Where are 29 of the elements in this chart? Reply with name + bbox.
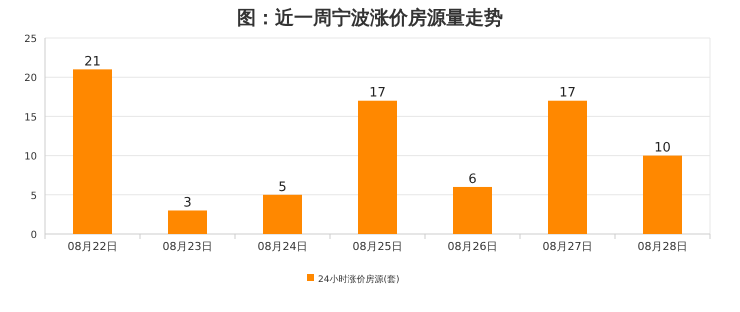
bar [548, 100, 587, 234]
data-label: 10 [654, 140, 671, 156]
y-tick-label: 20 [24, 73, 37, 84]
data-label: 3 [183, 195, 192, 210]
data-label: 21 [84, 54, 101, 70]
bar [73, 69, 112, 234]
x-tick-label: 08月25日 [352, 240, 402, 253]
legend-label: 24小时涨价房源(套) [318, 274, 400, 285]
y-tick-label: 25 [24, 34, 37, 45]
y-tick-label: 10 [24, 152, 37, 163]
bar [453, 186, 492, 234]
chart-title: 图：近一周宁波涨价房源量走势 [237, 7, 503, 29]
y-tick-label: 5 [30, 190, 37, 202]
bar [358, 100, 397, 234]
data-label: 6 [468, 172, 477, 187]
bar [263, 194, 302, 234]
y-tick-label: 15 [24, 112, 37, 124]
data-label: 17 [559, 86, 576, 101]
x-tick-label: 08月28日 [638, 240, 688, 253]
data-label: 5 [278, 180, 287, 195]
bar [643, 156, 682, 234]
bar [168, 210, 207, 234]
x-tick-label: 08月27日 [542, 240, 592, 253]
x-tick-label: 08月22日 [68, 240, 118, 253]
data-label: 17 [369, 86, 386, 101]
x-tick-label: 08月24日 [258, 240, 308, 253]
x-tick-label: 08月23日 [162, 240, 212, 253]
x-tick-label: 08月26日 [448, 240, 498, 253]
y-tick-label: 0 [30, 230, 37, 241]
